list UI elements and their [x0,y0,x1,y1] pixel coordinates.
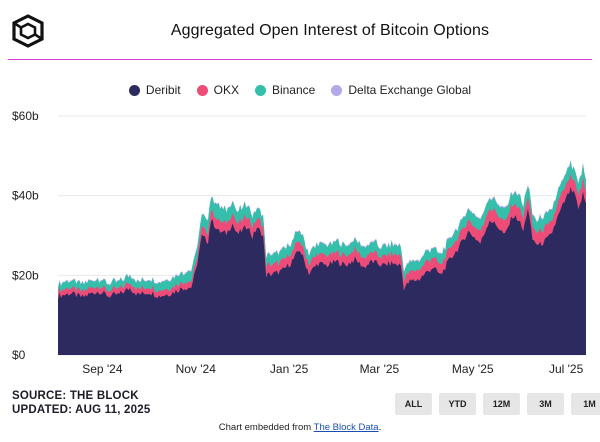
legend-dot-okx [196,84,208,96]
y-tick-label: $40b [12,189,39,203]
legend-label-delta-exchange: Delta Exchange Global [348,83,472,97]
legend-item-okx[interactable]: OKX [196,83,239,97]
range-button-3m[interactable]: 3M [527,393,564,415]
x-tick-label: May '25 [452,362,494,376]
range-button-ytd[interactable]: YTD [439,393,476,415]
header-divider [8,59,592,60]
updated-text: UPDATED: AUG 11, 2025 [12,404,151,416]
legend-dot-delta-exchange [331,84,343,96]
range-selector: ALL YTD 12M 3M 1M [395,393,600,415]
chart-title: Aggregated Open Interest of Bitcoin Opti… [170,22,490,39]
the-block-data-link[interactable]: The Block Data [313,422,379,433]
legend-item-delta-exchange[interactable]: Delta Exchange Global [331,83,471,97]
legend-label-okx: OKX [213,83,239,97]
range-button-12m[interactable]: 12M [483,393,520,415]
x-tick-label: Nov '24 [176,362,217,376]
the-block-logo-icon [12,14,44,48]
x-tick-label: Sep '24 [82,362,123,376]
embed-credit: Chart embedded from The Block Data. [0,422,600,433]
y-tick-label: $60b [12,109,39,123]
legend-label-binance: Binance [271,83,316,97]
x-tick-label: Mar '25 [360,362,400,376]
legend-dot-deribit [128,84,140,96]
embed-prefix: Chart embedded from [218,422,314,433]
legend-dot-binance [254,84,266,96]
y-tick-label: $0 [12,348,26,362]
range-button-all[interactable]: ALL [395,393,432,415]
source-text: SOURCE: THE BLOCK [12,390,139,402]
area-deribit [58,186,586,355]
legend-item-binance[interactable]: Binance [254,83,316,97]
open-interest-chart[interactable]: $0 $20b $40b $60b Sep '24 Nov '24 Jan '25 Mar '… [0,100,600,390]
embed-suffix: . [378,422,382,433]
source-block: SOURCE: THE BLOCK UPDATED: AUG 11, 2025 [12,389,150,417]
chart-legend: Deribit OKX Binance Delta Exchange Globa… [0,83,600,97]
x-tick-label: Jan '25 [270,362,309,376]
legend-label-deribit: Deribit [145,83,181,97]
legend-item-deribit[interactable]: Deribit [128,83,181,97]
y-tick-label: $20b [12,268,39,282]
x-tick-label: Jul '25 [549,362,584,376]
range-button-1m[interactable]: 1M [571,393,600,415]
